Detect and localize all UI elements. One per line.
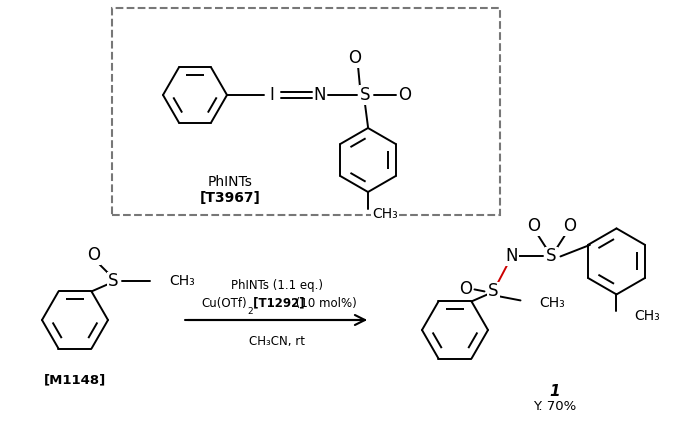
Text: CH₃: CH₃	[169, 274, 195, 288]
Text: Y. 70%: Y. 70%	[533, 400, 576, 413]
Text: CH₃: CH₃	[372, 207, 398, 221]
Text: PhINTs (1.1 eq.): PhINTs (1.1 eq.)	[232, 279, 324, 291]
Text: [T1292]: [T1292]	[249, 296, 305, 309]
Text: I: I	[270, 86, 275, 104]
Text: S: S	[488, 282, 499, 301]
Text: CH₃CN, rt: CH₃CN, rt	[249, 336, 305, 349]
Text: Cu(OTf): Cu(OTf)	[202, 296, 247, 309]
Text: O: O	[348, 49, 361, 67]
Text: N: N	[505, 248, 518, 265]
Text: S: S	[546, 248, 557, 265]
Text: (10 mol%): (10 mol%)	[292, 296, 357, 309]
Text: O: O	[527, 217, 540, 235]
Text: CH₃: CH₃	[540, 296, 566, 310]
Text: S: S	[108, 272, 119, 290]
Text: 1: 1	[550, 384, 560, 400]
Text: CH₃: CH₃	[635, 309, 660, 323]
Text: [M1148]: [M1148]	[44, 373, 106, 386]
Text: 2: 2	[247, 307, 253, 316]
Text: O: O	[87, 246, 100, 264]
Text: O: O	[563, 217, 576, 235]
Bar	[112, 8, 500, 215]
Text: [T3967]: [T3967]	[199, 191, 260, 205]
Text: N: N	[313, 86, 326, 104]
Text: O: O	[398, 86, 411, 104]
Text: PhINTs: PhINTs	[208, 175, 253, 189]
Text: S: S	[360, 86, 370, 104]
Text: O: O	[459, 280, 472, 298]
